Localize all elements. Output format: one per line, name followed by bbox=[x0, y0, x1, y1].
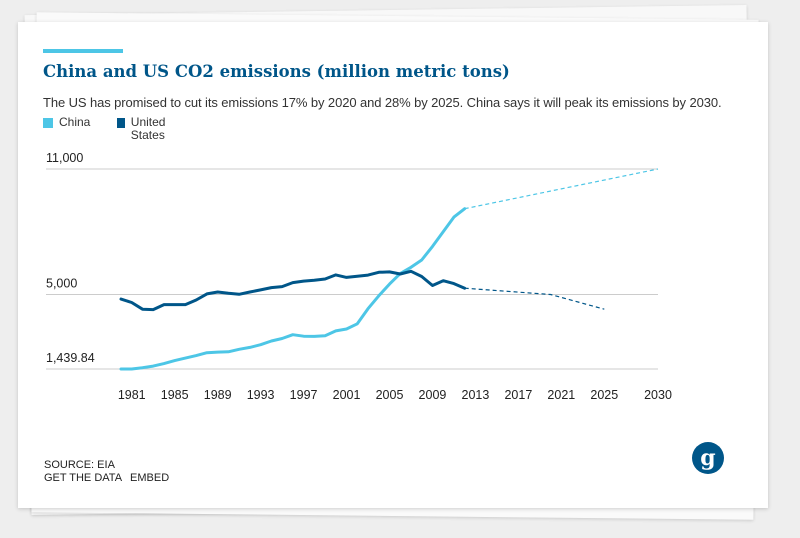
x-tick-label: 2030 bbox=[644, 388, 672, 402]
y-tick-label: 1,439.84 bbox=[46, 351, 95, 365]
x-tick-label: 2009 bbox=[419, 388, 447, 402]
legend-item-china: China bbox=[43, 116, 90, 129]
x-tick-label: 2001 bbox=[333, 388, 361, 402]
get-data-link[interactable]: GET THE DATA bbox=[44, 472, 123, 484]
x-tick-label: 1993 bbox=[247, 388, 275, 402]
series-line-china bbox=[119, 207, 467, 371]
legend-label-china: China bbox=[59, 115, 91, 129]
legend-swatch-china bbox=[43, 118, 53, 128]
footer-links: GET THE DATA EMBED bbox=[44, 472, 169, 484]
legend-swatch-us bbox=[117, 118, 125, 128]
x-tick-label: 1985 bbox=[161, 388, 189, 402]
legend-label-us: United States bbox=[130, 115, 166, 142]
chart-subtitle: The US has promised to cut its emissions… bbox=[43, 95, 722, 110]
projection-line-china bbox=[464, 168, 659, 210]
chart-card: China and US CO2 emissions (million metr… bbox=[18, 22, 768, 508]
projection-line-us bbox=[464, 287, 605, 310]
x-tick-label: 2013 bbox=[462, 388, 490, 402]
x-tick-label: 2017 bbox=[504, 388, 532, 402]
guardian-logo-icon: g bbox=[692, 442, 724, 474]
embed-link[interactable]: EMBED bbox=[130, 472, 170, 484]
x-tick-label: 2021 bbox=[547, 388, 575, 402]
y-tick-label: 11,000 bbox=[46, 151, 83, 165]
line-chart: 11,000 5,000 1,439.84 1981 1985 1989 1993 1997 2… bbox=[46, 151, 672, 402]
accent-bar bbox=[43, 49, 123, 53]
series-line-us bbox=[119, 269, 467, 312]
x-tick-label: 1981 bbox=[118, 388, 146, 402]
x-tick-label: 2025 bbox=[590, 388, 618, 402]
x-tick-label: 1997 bbox=[290, 388, 318, 402]
source-note: SOURCE: EIA bbox=[44, 459, 115, 471]
x-tick-label: 2005 bbox=[376, 388, 404, 402]
chart-title: China and US CO2 emissions (million metr… bbox=[43, 62, 510, 81]
legend-item-us: United States bbox=[117, 116, 187, 142]
x-tick-label: 1989 bbox=[204, 388, 232, 402]
y-tick-label: 5,000 bbox=[46, 277, 77, 291]
